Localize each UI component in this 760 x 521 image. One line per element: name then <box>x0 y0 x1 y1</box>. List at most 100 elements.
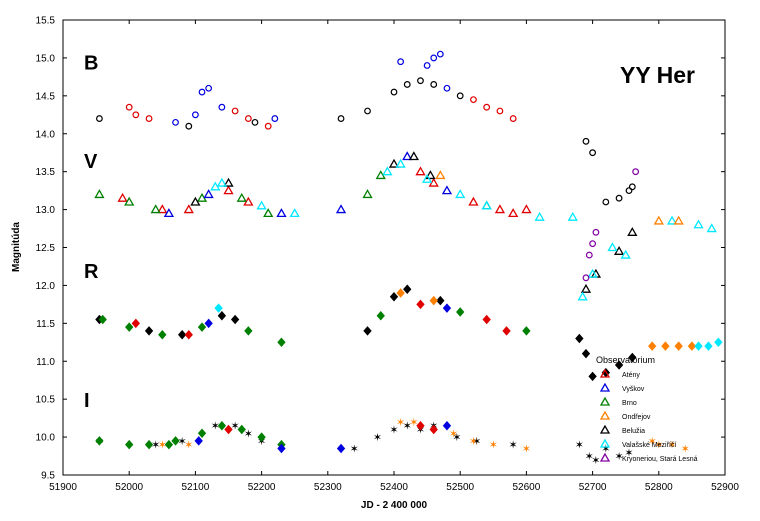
point-v-triangle <box>653 215 664 225</box>
point-v-circle <box>589 240 596 248</box>
point-r-diamond <box>436 295 445 306</box>
point-r-diamond <box>704 341 713 351</box>
point-i-star: ✶ <box>373 431 382 444</box>
point-i-star: ✶ <box>389 424 398 437</box>
point-b-circle <box>191 111 199 119</box>
point-b-circle <box>251 118 259 126</box>
point-v-triangle <box>627 227 638 236</box>
point-r-diamond <box>687 341 697 351</box>
x-tick-label: 52500 <box>446 482 474 493</box>
point-v-triangle <box>263 208 274 218</box>
point-v-triangle <box>388 158 400 168</box>
point-i-star: ✶ <box>601 442 610 455</box>
point-v-triangle <box>183 204 194 214</box>
y-tick-label: 10.0 <box>36 433 56 444</box>
band-labels: I R V B <box>84 52 99 411</box>
point-b-circle <box>397 58 405 66</box>
point-v-triangle <box>494 204 506 214</box>
point-i-star: ✶ <box>654 439 663 452</box>
point-v-triangle <box>276 208 287 218</box>
point-v-triangle <box>236 192 247 202</box>
point-v-triangle <box>163 208 175 218</box>
point-b-circle <box>602 198 610 206</box>
point-r-diamond <box>581 348 591 359</box>
y-axis-label: Magnitúda <box>11 222 22 272</box>
point-b-circle <box>132 111 140 119</box>
chart-title: YY Her <box>620 62 695 88</box>
point-i-star: ✶ <box>585 450 594 463</box>
legend-entry: Kryoneriou, Stará Lesná <box>622 456 698 463</box>
point-b-circle <box>218 103 226 111</box>
point-b-circle <box>364 107 371 115</box>
point-v-triangle <box>481 200 492 210</box>
x-tick-label: 52400 <box>380 482 408 493</box>
point-r-diamond <box>230 314 240 325</box>
x-tick-label: 52000 <box>115 482 143 493</box>
data-points: ✶✶✶✶✶✶✶✶✶✶✶✶✶✶✶✶✶✶✶✶✶✶✶✶✶✶✶✶✶✶✶✶✶✶ <box>94 50 723 467</box>
point-i-star: ✶ <box>575 439 584 452</box>
point-v-circle <box>632 168 640 176</box>
legend-title: Observatórium <box>596 355 655 365</box>
legend-entry: Belužia <box>622 428 645 435</box>
point-v-triangle <box>362 189 373 199</box>
point-r-diamond <box>244 326 253 336</box>
point-i-diamond <box>237 424 246 435</box>
point-r-diamond <box>429 295 438 306</box>
point-b-circle <box>172 118 179 126</box>
point-r-diamond <box>144 326 154 336</box>
legend-entry: Vyškov <box>622 386 645 393</box>
point-r-diamond <box>158 329 167 340</box>
point-i-star: ✶ <box>178 435 187 448</box>
point-b-circle <box>628 183 636 191</box>
point-b-circle <box>337 115 345 122</box>
point-v-circle <box>585 251 593 259</box>
point-i-diamond <box>171 436 180 446</box>
y-tick-label: 12.5 <box>36 243 56 254</box>
point-i-diamond <box>416 420 425 431</box>
point-i-star: ✶ <box>667 439 676 452</box>
point-v-triangle <box>223 185 234 195</box>
point-r-diamond <box>217 310 227 321</box>
point-v-triangle <box>521 204 532 214</box>
point-v-triangle <box>94 189 105 199</box>
point-v-triangle <box>408 151 419 161</box>
point-v-triangle <box>607 242 618 252</box>
point-v-triangle <box>580 283 592 293</box>
x-tick-label: 52900 <box>711 482 739 493</box>
point-v-triangle <box>693 219 704 229</box>
point-v-triangle <box>335 204 347 214</box>
point-v-triangle <box>223 177 234 187</box>
x-tick-label: 52100 <box>181 482 209 493</box>
point-v-triangle <box>534 211 545 221</box>
point-r-diamond <box>522 326 531 336</box>
y-tick-label: 9.5 <box>41 471 55 482</box>
point-r-diamond <box>184 329 193 340</box>
x-tick-label: 52200 <box>248 482 276 493</box>
point-r-diamond <box>125 322 134 332</box>
point-b-circle <box>443 84 451 92</box>
point-b-circle <box>145 115 153 122</box>
band-label-v: V <box>84 151 98 173</box>
point-i-diamond <box>336 443 346 454</box>
legend-entry: Valašské Meziříčí <box>622 442 676 449</box>
point-i-star: ✶ <box>681 442 690 455</box>
x-tick-label: 52800 <box>645 482 673 493</box>
y-tick-label: 11.0 <box>36 357 55 368</box>
x-axis: 51900 52000 52100 52200 52300 52400 52500 52600… <box>49 20 739 493</box>
point-i-star: ✶ <box>452 431 461 444</box>
point-b-circle <box>185 122 193 130</box>
point-i-star: ✶ <box>469 435 478 448</box>
y-tick-label: 13.5 <box>36 167 56 178</box>
point-v-triangle <box>620 249 631 259</box>
point-i-diamond <box>164 439 174 450</box>
point-b-circle <box>430 54 438 62</box>
y-tick-label: 13.0 <box>36 205 56 216</box>
x-tick-label: 52700 <box>579 482 607 493</box>
point-b-circle <box>436 50 444 58</box>
point-r-diamond <box>648 341 657 351</box>
point-i-star: ✶ <box>489 439 498 452</box>
point-i-star: ✶ <box>614 450 623 463</box>
point-r-diamond <box>277 337 286 348</box>
point-v-triangle <box>468 196 479 206</box>
point-b-circle <box>423 62 431 69</box>
